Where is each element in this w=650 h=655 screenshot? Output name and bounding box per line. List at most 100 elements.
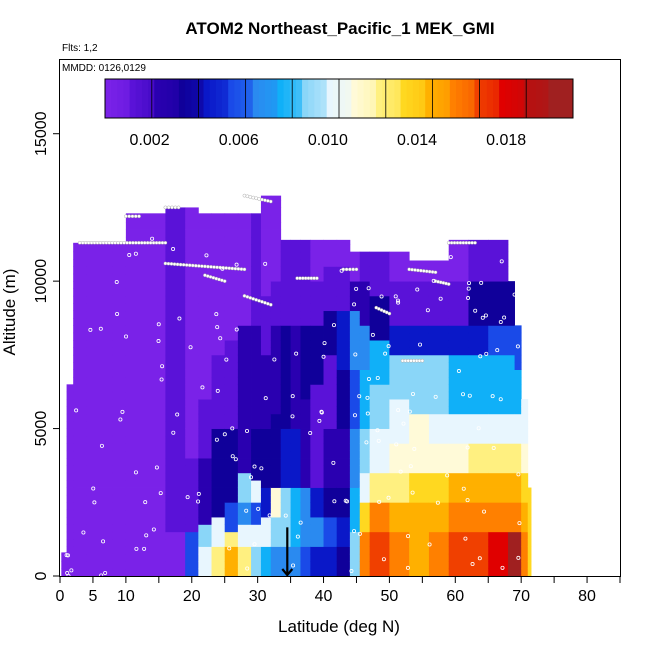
colorbar-swatch	[548, 79, 556, 118]
heatmap-cell	[73, 487, 87, 496]
sample-point	[339, 268, 344, 273]
heatmap-cell	[73, 332, 87, 341]
sample-point	[435, 500, 440, 505]
flight-track-point	[194, 263, 198, 268]
heatmap-cell	[270, 472, 282, 481]
sample-point	[267, 513, 272, 518]
heatmap-cell	[300, 428, 311, 437]
heatmap-cell	[73, 259, 87, 267]
flight-track-point	[269, 199, 273, 204]
heatmap-cell	[349, 531, 361, 540]
sample-point	[418, 342, 423, 347]
heatmap-cell	[270, 259, 282, 267]
heatmap-cell	[409, 502, 430, 511]
heatmap-cell	[198, 376, 212, 385]
heatmap-cell	[349, 458, 361, 466]
flight-track-point	[124, 214, 128, 219]
heatmap-cell	[468, 310, 489, 319]
flight-track-group	[77, 193, 477, 363]
heatmap-cell	[428, 273, 450, 282]
dates-label: MMDD: 0126,0129	[62, 63, 146, 74]
heatmap-cell	[448, 531, 469, 540]
heatmap-cell	[224, 539, 239, 547]
heatmap-cell	[237, 332, 252, 341]
heatmap-cell	[409, 362, 430, 370]
heatmap-cell	[448, 384, 469, 393]
colorbar-swatch	[425, 79, 432, 118]
heatmap-cell	[112, 399, 127, 407]
heatmap-cell	[198, 568, 212, 577]
heatmap-cell	[185, 259, 199, 267]
colorbar-swatch	[215, 79, 223, 118]
flight-track-point	[470, 241, 474, 245]
heatmap-cell	[86, 421, 114, 429]
heatmap-cell	[224, 318, 239, 326]
heatmap-cell	[323, 406, 338, 415]
heatmap-cell	[224, 406, 239, 415]
heatmap-cell	[468, 494, 489, 503]
heatmap-cell	[112, 539, 127, 547]
heatmap-cell	[521, 480, 529, 488]
sample-point	[517, 521, 522, 526]
heatmap-cell	[86, 369, 114, 378]
heatmap-cell	[112, 531, 127, 540]
heatmap-cell	[66, 494, 77, 503]
heatmap-cell	[198, 362, 212, 370]
heatmap-cell	[409, 406, 430, 415]
heatmap-cell	[237, 295, 252, 304]
heatmap-cell	[66, 413, 77, 422]
heatmap-cell	[488, 450, 509, 459]
heatmap-cell	[280, 546, 291, 555]
heatmap-cell	[251, 259, 262, 267]
flight-track-point	[139, 241, 144, 245]
sample-point	[332, 499, 337, 504]
heatmap-cell	[165, 384, 186, 393]
heatmap-cell	[359, 354, 371, 363]
heatmap-cell	[198, 480, 212, 488]
heatmap-cell	[237, 413, 252, 422]
heatmap-cell	[488, 487, 509, 496]
heatmap-cell	[260, 546, 272, 555]
heatmap-cell	[323, 472, 338, 481]
heatmap-cell	[389, 450, 410, 459]
heatmap-cell	[185, 406, 199, 415]
heatmap-cell	[336, 465, 351, 474]
heatmap-cell	[66, 406, 77, 415]
heatmap-cell	[270, 421, 282, 429]
heatmap-cell	[336, 502, 351, 511]
heatmap-cell	[369, 281, 390, 289]
sample-point	[204, 253, 209, 258]
heatmap-cell	[428, 546, 450, 555]
flight-track-point	[107, 241, 112, 245]
sample-point	[291, 563, 296, 568]
heatmap-cell	[514, 531, 522, 540]
heatmap-cell	[73, 362, 87, 370]
heatmap-cell	[211, 229, 226, 238]
heatmap-cell	[260, 539, 272, 547]
sample-point	[465, 498, 470, 503]
colorbar-swatch	[554, 79, 562, 118]
heatmap-cell	[323, 239, 338, 245]
sample-point	[365, 411, 370, 416]
heatmap-cell	[86, 259, 114, 267]
colorbar-swatch	[388, 79, 395, 118]
heatmap-cell	[165, 310, 186, 319]
sample-point	[175, 412, 180, 417]
heatmap-cell	[260, 472, 272, 481]
heatmap-cell	[448, 553, 469, 562]
heatmap-cell	[224, 303, 239, 312]
heatmap-cell	[73, 494, 87, 503]
heatmap-cell	[198, 266, 212, 275]
heatmap-cell	[260, 480, 272, 488]
heatmap-cell	[280, 354, 291, 363]
heatmap-cell	[260, 391, 272, 400]
sample-point	[515, 344, 520, 349]
heatmap-cell	[409, 458, 430, 466]
sample-point	[465, 445, 470, 450]
heatmap-cell	[270, 318, 282, 326]
heatmap-cell	[237, 435, 252, 444]
heatmap-cell	[527, 553, 532, 562]
heatmap-cell	[359, 281, 371, 289]
flight-track-point	[410, 267, 414, 272]
